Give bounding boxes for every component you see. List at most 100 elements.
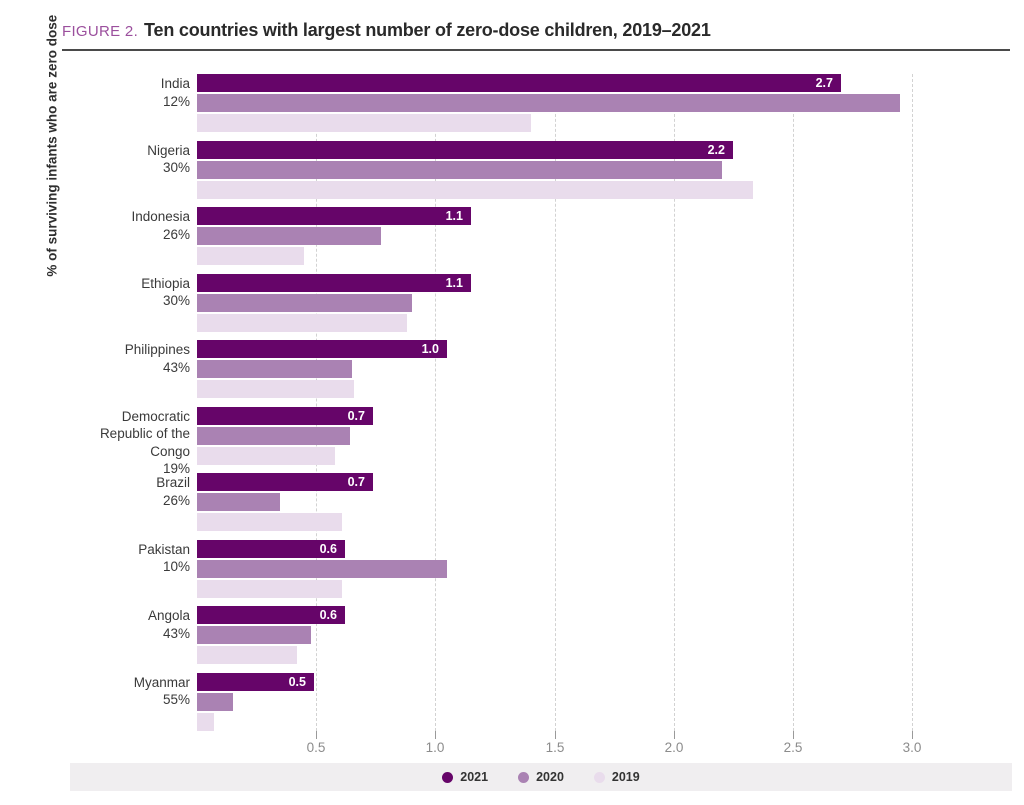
bar-2021-value-label: 2.7: [815, 76, 833, 90]
x-tick-label: 3.0: [902, 740, 922, 755]
bar-2021-value-label: 1.1: [445, 209, 463, 223]
figure-header: FIGURE 2. Ten countries with largest numb…: [62, 20, 1010, 41]
bar-2021: 1.0: [197, 340, 447, 358]
bar-group: 0.6: [197, 539, 960, 598]
country-zero-dose-percent: 43%: [162, 359, 190, 375]
bar-2021: 1.1: [197, 207, 471, 225]
country-row: Myanmar 55% 0.5: [87, 672, 960, 731]
country-zero-dose-percent: 10%: [162, 559, 190, 574]
bar-2021: 0.6: [197, 606, 345, 624]
country-row: Indonesia 26% 1.1: [87, 207, 960, 265]
bar-group: 1.1: [197, 273, 960, 332]
bar-2020: [197, 293, 412, 312]
x-tick-mark: [555, 731, 556, 739]
country-name: Philippines: [124, 342, 190, 357]
country-row: Ethiopia 30% 1.1: [87, 273, 960, 332]
country-row: Nigeria 30% 2.2: [87, 140, 960, 199]
bar-2021: 2.2: [197, 140, 733, 159]
plot-area: [197, 74, 960, 731]
country-label: Nigeria 30%: [87, 141, 190, 199]
legend-color-dot: [518, 771, 530, 783]
country-name: Ethiopia: [141, 275, 190, 291]
legend-year-label: 2021: [460, 770, 489, 784]
bar-2021: 0.6: [197, 539, 345, 558]
x-tick-label: 1.0: [425, 740, 445, 755]
country-zero-dose-percent: 19%: [162, 461, 190, 476]
bar-2021: 0.5: [197, 672, 314, 691]
x-tick-label: 2.0: [664, 740, 684, 755]
bar-2019: [197, 579, 342, 598]
country-label: Myanmar 55%: [87, 673, 190, 731]
country-name: Nigeria: [147, 142, 190, 158]
x-tick-mark: [316, 731, 317, 739]
bar-2019: [197, 513, 342, 531]
country-name: Brazil: [156, 475, 190, 490]
legend-color-dot: [593, 771, 605, 783]
bar-2021-value-label: 0.5: [288, 674, 306, 689]
bar-2021: 0.7: [197, 473, 373, 491]
country-label: Brazil 26%: [87, 473, 190, 531]
country-row: Democratic Republic of the Congo 19% 0.7: [87, 406, 960, 476]
bar-2021-value-label: 1.0: [421, 342, 439, 356]
gridline-0.5: [316, 74, 317, 731]
y-axis-title: % of surviving infants who are zero dose: [44, 14, 60, 277]
gridline-3: [912, 74, 913, 731]
bar-group: 2.2: [197, 140, 960, 199]
bar-2020: [197, 360, 352, 378]
bar-2021-value-label: 0.7: [347, 408, 365, 423]
x-tick-mark: [793, 731, 794, 739]
country-row: Pakistan 10% 0.6: [87, 539, 960, 598]
bar-2021-value-label: 0.6: [319, 608, 337, 622]
x-tick-label: 1.5: [545, 740, 565, 755]
country-label: Indonesia 26%: [87, 207, 190, 265]
gridline-1: [435, 74, 436, 731]
x-tick-mark: [674, 731, 675, 739]
figure-number-label: FIGURE 2.: [62, 23, 139, 40]
country-label: Ethiopia 30%: [87, 274, 190, 332]
country-row: Angola 43% 0.6: [87, 606, 960, 664]
bar-2020: [197, 160, 722, 179]
country-name: Angola: [147, 608, 190, 623]
bar-2019: [197, 646, 297, 664]
bar-2020: [197, 626, 311, 644]
figure-title: Ten countries with largest number of zer…: [144, 20, 711, 40]
legend-year-label: 2020: [536, 770, 564, 784]
country-row: Philippines 43% 1.0: [87, 340, 960, 398]
country-zero-dose-percent: 30%: [162, 293, 190, 308]
x-tick-label: 0.5: [306, 740, 326, 755]
gridline-1.5: [555, 74, 556, 731]
bar-2021: 0.7: [197, 406, 373, 425]
bar-2020: [197, 692, 233, 711]
gridline-2.5: [793, 74, 794, 731]
legend-color-dot: [442, 771, 454, 783]
bar-2020: [197, 559, 447, 578]
country-name: Myanmar: [133, 674, 190, 690]
x-tick-label: 2.5: [783, 740, 803, 755]
country-name: Democratic Republic of the Congo: [99, 408, 190, 459]
country-label: India 12%: [87, 74, 190, 132]
bar-group: 1.1: [197, 207, 960, 265]
bar-group: 0.7: [197, 406, 960, 465]
country-zero-dose-percent: 30%: [162, 160, 190, 175]
bar-2020: [197, 94, 900, 112]
bar-group: 2.7: [197, 74, 960, 132]
country-name: India: [160, 76, 190, 91]
bar-2021: 1.1: [197, 273, 471, 292]
bar-2020: [197, 493, 280, 511]
bar-2021-value-label: 2.2: [707, 142, 725, 157]
country-row: India 12% 2.7: [87, 74, 960, 132]
country-zero-dose-percent: 26%: [162, 492, 190, 508]
country-zero-dose-percent: 12%: [162, 93, 190, 109]
legend: 2021 2020 2019: [70, 763, 1012, 791]
bar-group: 0.7: [197, 473, 960, 531]
legend-item: 2019: [593, 770, 640, 784]
bar-2019: [197, 380, 354, 398]
country-zero-dose-percent: 43%: [162, 625, 190, 641]
bar-group: 0.5: [197, 672, 960, 731]
country-label: Pakistan 10%: [87, 540, 190, 598]
country-name: Pakistan: [138, 541, 190, 557]
bar-2021: 2.7: [197, 74, 841, 92]
bar-2021-value-label: 0.6: [319, 541, 337, 556]
bar-2019: [197, 114, 531, 132]
bar-2019: [197, 712, 214, 731]
